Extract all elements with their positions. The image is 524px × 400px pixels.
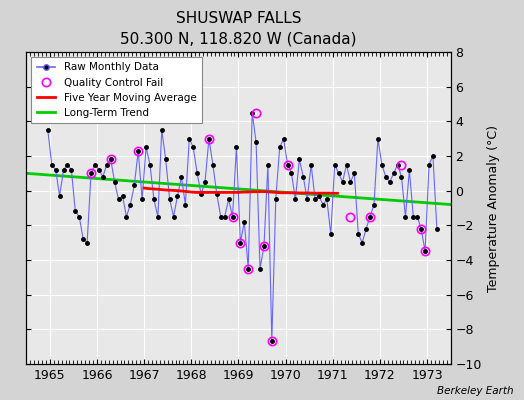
Text: Berkeley Earth: Berkeley Earth — [437, 386, 514, 396]
Title: SHUSWAP FALLS
50.300 N, 118.820 W (Canada): SHUSWAP FALLS 50.300 N, 118.820 W (Canad… — [120, 11, 357, 47]
Legend: Raw Monthly Data, Quality Control Fail, Five Year Moving Average, Long-Term Tren: Raw Monthly Data, Quality Control Fail, … — [31, 57, 202, 123]
Y-axis label: Temperature Anomaly (°C): Temperature Anomaly (°C) — [487, 124, 500, 292]
